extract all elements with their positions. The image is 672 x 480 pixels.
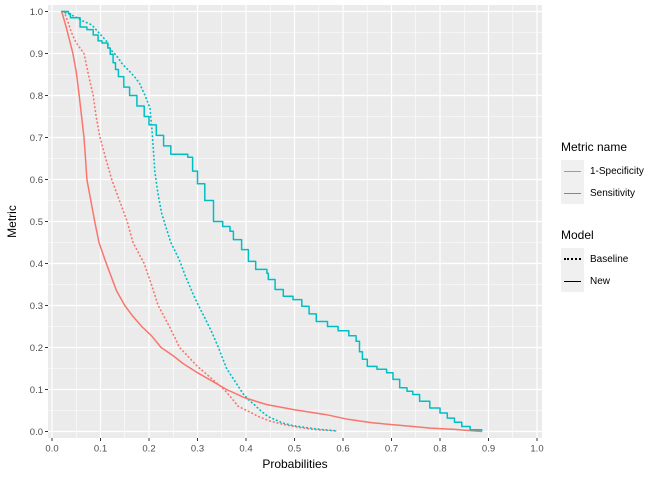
legend-item-baseline: Baseline <box>561 248 644 270</box>
x-tick-label: 0.9 <box>482 444 495 455</box>
x-tick-label: 0.6 <box>336 444 349 455</box>
legend: Metric name 1-Specificity Sensitivity Mo… <box>561 140 644 316</box>
legend-key <box>561 248 584 270</box>
y-axis-title: Metric <box>5 205 19 238</box>
legend-item-new: New <box>561 270 644 292</box>
y-tick-label: 0.6 <box>30 175 43 186</box>
y-tick-label: 0.1 <box>30 385 43 396</box>
legend-label-1-specificity: 1-Specificity <box>590 165 644 177</box>
y-tick-label: 0.3 <box>30 301 43 312</box>
y-tick-label: 0.8 <box>30 91 43 102</box>
y-tick-label: 1.0 <box>30 7 43 18</box>
new-solid-line-swatch <box>564 280 581 282</box>
x-tick-label: 0.5 <box>288 444 301 455</box>
legend-label-sensitivity: Sensitivity <box>590 187 636 199</box>
y-tick-label: 0.7 <box>30 133 43 144</box>
legend-key <box>561 182 584 204</box>
x-tick-label: 0.1 <box>94 444 107 455</box>
series-1-specificity-new <box>60 11 482 433</box>
x-tick-label: 0.8 <box>433 444 446 455</box>
x-tick-label: 0.7 <box>385 444 398 455</box>
series-sensitivity-new <box>61 10 483 432</box>
y-tick-label: 0.5 <box>30 217 43 228</box>
legend-group-model: Model Baseline New <box>561 228 644 292</box>
y-tick-label: 0.4 <box>30 259 43 270</box>
legend-group-metric: Metric name 1-Specificity Sensitivity <box>561 140 644 204</box>
x-tick-label: 1.0 <box>530 444 543 455</box>
legend-label-baseline: Baseline <box>590 253 629 265</box>
x-axis-title: Probabilities <box>262 457 327 471</box>
legend-key <box>561 160 584 182</box>
1-specificity-line-swatch <box>564 170 581 172</box>
y-tick-label: 0.9 <box>30 49 43 60</box>
y-tick-label: 0.0 <box>30 427 43 438</box>
legend-item-1-specificity: 1-Specificity <box>561 160 644 182</box>
y-tick-label: 0.2 <box>30 343 43 354</box>
x-tick-label: 0.0 <box>45 444 58 455</box>
x-tick-label: 0.4 <box>239 444 252 455</box>
x-tick-label: 0.2 <box>142 444 155 455</box>
legend-item-sensitivity: Sensitivity <box>561 182 644 204</box>
legend-key <box>561 270 584 292</box>
legend-label-new: New <box>590 275 611 287</box>
series-1-specificity-baseline <box>63 10 339 432</box>
baseline-dotted-line-swatch <box>564 258 581 260</box>
sensitivity-line-swatch <box>564 192 581 194</box>
legend-title-metric: Metric name <box>561 140 628 154</box>
x-tick-label: 0.3 <box>191 444 204 455</box>
legend-title-model: Model <box>561 228 594 242</box>
